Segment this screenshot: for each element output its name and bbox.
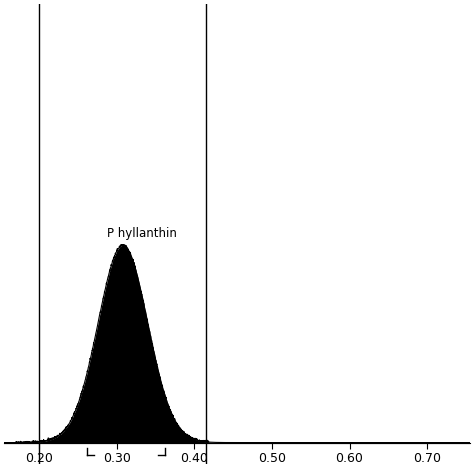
- Text: P hyllanthin: P hyllanthin: [108, 227, 177, 240]
